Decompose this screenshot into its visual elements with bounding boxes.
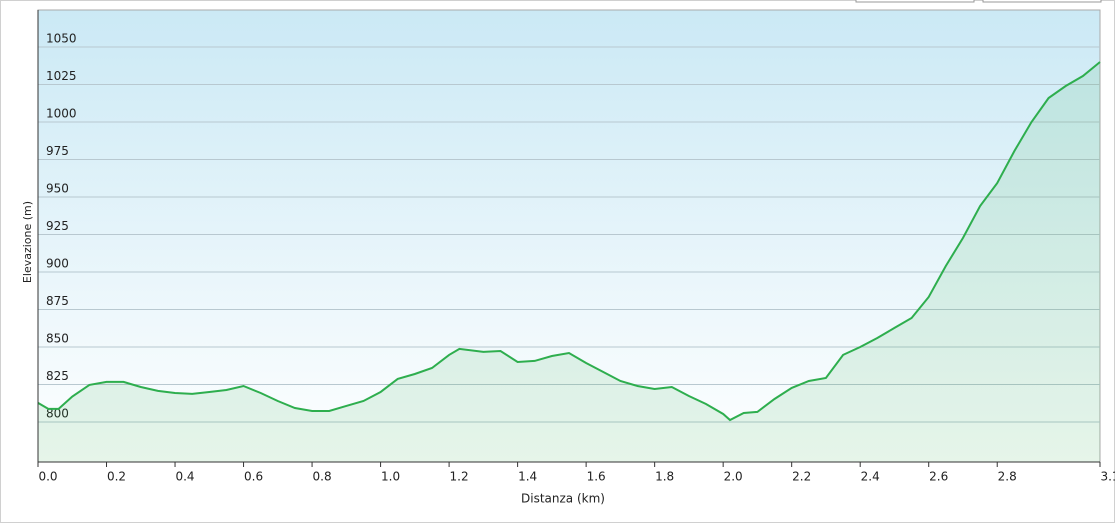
y-tick-label: 975 [46, 144, 69, 158]
x-tick-label: 2.6 [929, 470, 948, 484]
y-tick-label: 850 [46, 331, 69, 345]
x-tick-label: 2.2 [792, 470, 811, 484]
y-tick-label: 950 [46, 182, 69, 196]
button[interactable] [982, 0, 1102, 3]
y-tick-label: 1050 [46, 32, 77, 46]
x-tick-label: 0.2 [107, 470, 126, 484]
x-tick-label: 1.2 [450, 470, 469, 484]
x-tick-label: 1.4 [518, 470, 537, 484]
y-tick-label: 1025 [46, 69, 77, 83]
x-tick-label: 2.4 [861, 470, 880, 484]
x-tick-label: 0.0 [38, 470, 57, 484]
y-tick-label: 925 [46, 219, 69, 233]
x-tick-label: 3.1 [1100, 470, 1115, 484]
x-tick-label: 1.0 [381, 470, 400, 484]
y-tick-label: 800 [46, 406, 69, 420]
x-tick-label: 0.4 [175, 470, 194, 484]
y-tick-label: 825 [46, 369, 69, 383]
y-axis-label: Elevazione (m) [21, 201, 34, 283]
x-axis-label: Distanza (km) [521, 492, 605, 506]
x-tick-label: 1.6 [587, 470, 606, 484]
x-tick-label: 2.8 [998, 470, 1017, 484]
x-tick-label: 0.8 [313, 470, 332, 484]
area-fill [38, 62, 1100, 462]
elevation-line [37, 61, 1101, 422]
y-tick-label: 900 [46, 256, 69, 270]
button[interactable] [855, 0, 975, 3]
x-tick-label: 1.8 [655, 470, 674, 484]
y-tick-label: 875 [46, 294, 69, 308]
plot-area [37, 9, 1101, 463]
x-tick-label: 2.0 [724, 470, 743, 484]
y-tick-label: 1000 [46, 107, 77, 121]
x-tick-label: 0.6 [244, 470, 263, 484]
